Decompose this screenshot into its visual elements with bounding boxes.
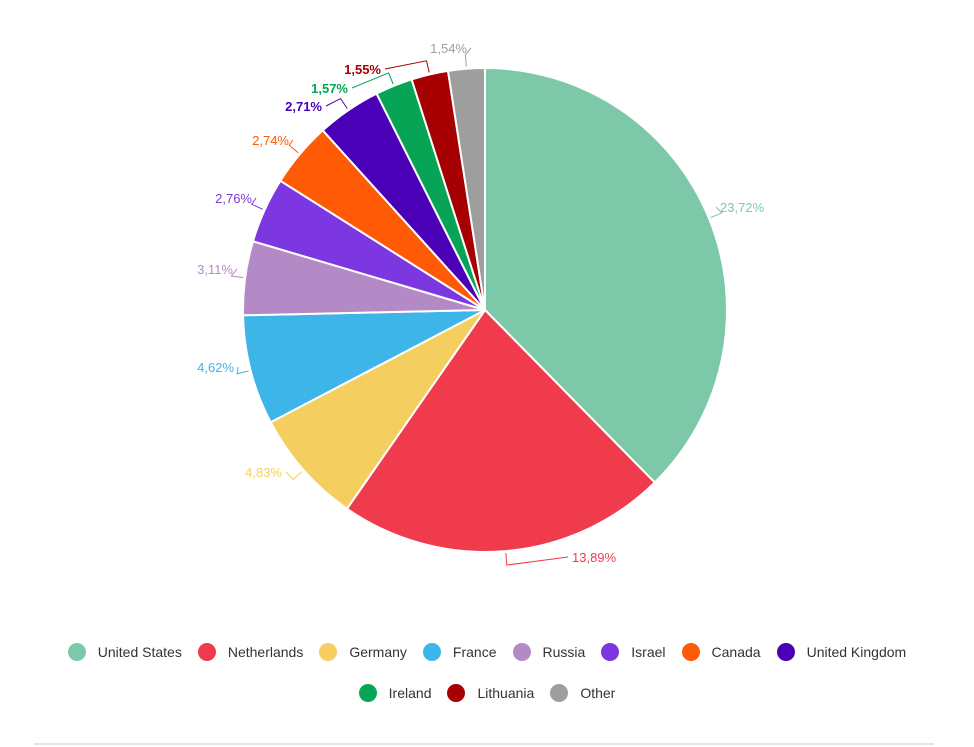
legend-label-russia: Russia xyxy=(542,644,586,660)
legend-label-united-states: United States xyxy=(97,644,182,660)
legend-item-netherlands[interactable]: Netherlands xyxy=(197,643,304,661)
legend-item-ireland[interactable]: Ireland xyxy=(358,684,432,702)
pie-leader-lines xyxy=(230,47,723,566)
legend-label-israel: Israel xyxy=(631,644,666,660)
legend-swatch-netherlands xyxy=(197,643,216,661)
legend-label-ireland: Ireland xyxy=(388,685,432,701)
legend-label-france: France xyxy=(452,644,497,660)
leader-line-lithuania xyxy=(384,60,430,73)
legend-swatch-united-states xyxy=(67,643,86,661)
data-label-united-kingdom: 2,71% xyxy=(285,99,322,114)
legend-label-other: Other xyxy=(580,685,616,701)
pie-data-labels: 23,72% 13,89% 4,83% 4,62% 3,11% 2,76% 2,74% 2,7… xyxy=(197,41,764,565)
legend-item-united-kingdom[interactable]: United Kingdom xyxy=(776,643,907,661)
data-label-netherlands: 13,89% xyxy=(572,550,617,565)
leader-line-russia xyxy=(230,268,244,279)
legend-swatch-lithuania xyxy=(447,684,466,702)
legend-label-germany: Germany xyxy=(349,644,407,660)
legend-swatch-israel xyxy=(601,643,620,661)
legend-row-2: Ireland Lithuania Other xyxy=(0,684,974,702)
legend-item-germany[interactable]: Germany xyxy=(319,643,407,661)
legend-swatch-russia xyxy=(512,643,531,661)
legend-item-united-states[interactable]: United States xyxy=(67,643,182,661)
bottom-divider xyxy=(34,743,934,745)
data-label-lithuania: 1,55% xyxy=(344,62,381,77)
legend-item-russia[interactable]: Russia xyxy=(512,643,586,661)
legend-swatch-united-kingdom xyxy=(776,643,795,661)
legend-swatch-other xyxy=(550,684,569,702)
leader-line-other xyxy=(464,47,472,67)
data-label-germany: 4,83% xyxy=(245,465,282,480)
legend-item-israel[interactable]: Israel xyxy=(601,643,666,661)
pie-slice-united-states[interactable] xyxy=(484,67,728,484)
leader-line-united-states xyxy=(710,206,723,218)
leader-line-canada xyxy=(288,139,299,154)
pie-chart-svg: 23,72% 13,89% 4,83% 4,62% 3,11% 2,76% 2,74% 2,7… xyxy=(197,41,765,566)
legend-swatch-ireland xyxy=(358,684,377,702)
data-label-other: 1,54% xyxy=(430,41,467,56)
data-label-israel: 2,76% xyxy=(215,191,252,206)
legend-label-canada: Canada xyxy=(711,644,761,660)
legend-item-lithuania[interactable]: Lithuania xyxy=(447,684,534,702)
pie-slice-france[interactable] xyxy=(242,309,486,424)
legend-item-france[interactable]: France xyxy=(422,643,497,661)
legend-swatch-canada xyxy=(681,643,700,661)
data-label-france: 4,62% xyxy=(197,360,234,375)
leader-line-united-kingdom xyxy=(325,97,348,109)
pie-slice-netherlands[interactable] xyxy=(345,309,656,553)
leader-line-netherlands xyxy=(505,553,569,566)
data-label-russia: 3,11% xyxy=(197,262,233,277)
leader-line-france xyxy=(236,366,249,375)
data-label-canada: 2,74% xyxy=(252,133,289,148)
leader-line-israel xyxy=(251,197,264,210)
legend-label-lithuania: Lithuania xyxy=(477,685,535,701)
leader-line-germany xyxy=(285,471,303,481)
legend-swatch-france xyxy=(422,643,441,661)
legend-item-other[interactable]: Other xyxy=(550,684,615,702)
legend-row-1: United States Netherlands Germany France… xyxy=(0,643,974,661)
legend-swatch-germany xyxy=(319,643,338,661)
legend-label-united-kingdom: United Kingdom xyxy=(806,644,907,660)
legend-item-canada[interactable]: Canada xyxy=(681,643,761,661)
data-label-ireland: 1,57% xyxy=(311,81,348,96)
legend-label-netherlands: Netherlands xyxy=(227,644,304,660)
pie-slices xyxy=(242,67,728,553)
pie-slice-germany[interactable] xyxy=(269,309,486,510)
leader-line-ireland xyxy=(351,72,394,89)
pie-slice-other[interactable] xyxy=(447,67,486,311)
data-label-united-states: 23,72% xyxy=(720,200,765,215)
